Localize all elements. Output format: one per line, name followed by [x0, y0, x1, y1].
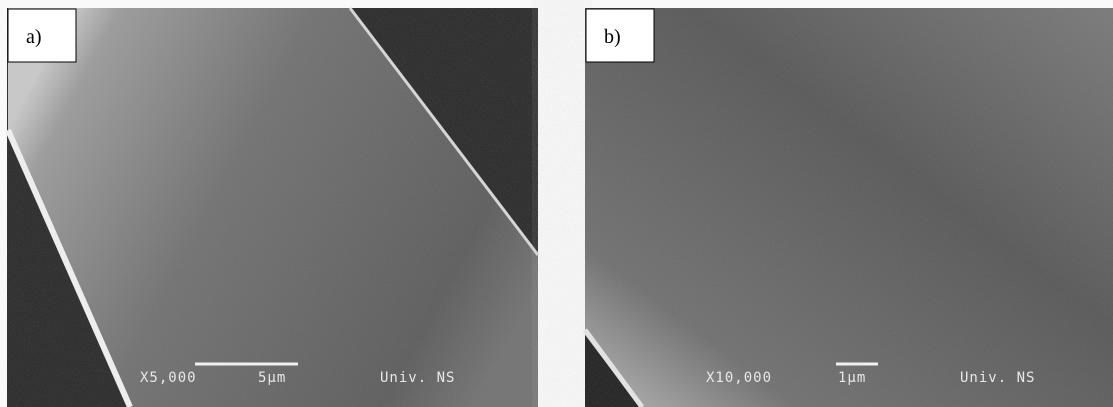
label-box: [585, 8, 655, 63]
institution: Univ. NS: [380, 370, 455, 386]
magnification: X5,000: [140, 370, 197, 386]
panel-label: b): [604, 26, 621, 48]
texture: [7, 8, 538, 407]
label-box: [7, 8, 77, 63]
institution: Univ. NS: [960, 370, 1035, 386]
scale-label: 5µm: [258, 370, 286, 386]
panel-a: a) X5,000 5µm Univ. NS: [5, 7, 540, 407]
panel-b: b) X10,000 1µm Univ. NS: [582, 8, 1113, 407]
scale-label: 1µm: [838, 370, 866, 386]
magnification: X10,000: [706, 370, 772, 386]
texture: [585, 8, 1113, 407]
panel-label: a): [26, 26, 42, 48]
